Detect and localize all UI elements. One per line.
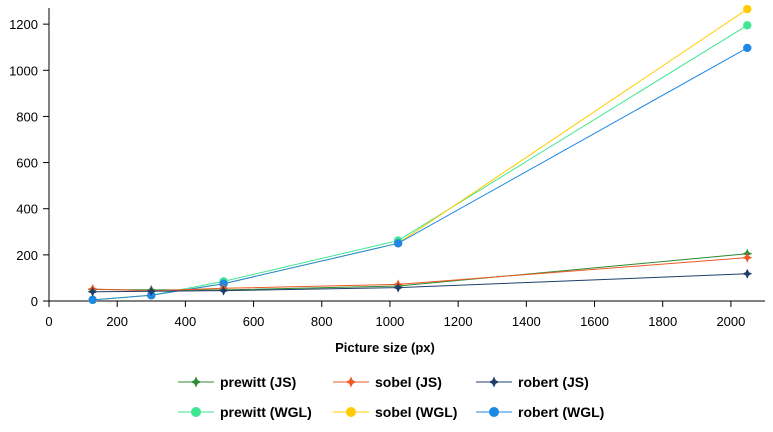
legend-label: sobel (JS)	[375, 374, 442, 390]
legend-marker-circle	[489, 407, 499, 417]
chart-axes: 0 200 400 600 800 1000 1200 1400 1600 1800 2000 0 20…	[9, 8, 765, 329]
y-tick-label: 400	[16, 202, 38, 217]
y-tick-label: 1000	[9, 63, 38, 78]
x-tick-label: 0	[45, 314, 52, 329]
x-tick-label: 800	[311, 314, 333, 329]
data-point	[742, 252, 753, 263]
legend-marker-circle	[346, 407, 356, 417]
x-axis-title: Picture size (px)	[335, 340, 435, 355]
legend-marker-circle	[191, 407, 201, 417]
data-point	[393, 239, 403, 248]
y-tick-label: 600	[16, 156, 38, 171]
series-prewitt-wgl	[88, 21, 752, 305]
x-tick-label: 600	[243, 314, 265, 329]
data-point	[88, 295, 97, 305]
series-line	[92, 24, 748, 301]
data-point	[146, 286, 157, 297]
legend-item: robert (JS)	[476, 374, 589, 390]
data-point	[742, 268, 753, 279]
series-sobel-wgl	[88, 4, 752, 305]
legend-item: sobel (JS)	[333, 374, 442, 390]
legend-label: prewitt (WGL)	[220, 404, 312, 420]
chart-series	[87, 4, 753, 305]
legend-label: robert (JS)	[518, 374, 589, 390]
legend-item: prewitt (WGL)	[178, 404, 312, 420]
y-tick-label: 200	[16, 248, 38, 263]
legend-marker-star	[488, 376, 500, 388]
y-tick-label: 1200	[9, 17, 38, 32]
legend-marker-star	[190, 376, 202, 388]
x-tick-label: 1400	[512, 314, 541, 329]
data-point	[393, 282, 404, 293]
x-tick-label: 1800	[648, 314, 677, 329]
legend-label: robert (WGL)	[518, 404, 604, 420]
series-robert-js	[87, 268, 753, 297]
legend-item: sobel (WGL)	[333, 404, 457, 420]
legend-label: prewitt (JS)	[220, 374, 296, 390]
x-tick-label: 2000	[716, 314, 745, 329]
x-tick-label: 1600	[580, 314, 609, 329]
data-point	[743, 43, 752, 53]
data-point	[743, 21, 752, 30]
legend-label: sobel (WGL)	[375, 404, 457, 420]
data-point	[87, 286, 98, 297]
chart-legend: prewitt (JS) sobel (JS) robert (JS) prewitt…	[178, 374, 604, 420]
x-tick-label: 1000	[375, 314, 404, 329]
legend-item: prewitt (JS)	[178, 374, 296, 390]
data-point	[218, 285, 229, 296]
data-point	[743, 4, 752, 14]
series-line	[92, 8, 748, 301]
series-sobel-js	[87, 252, 753, 296]
legend-marker-star	[345, 376, 357, 388]
x-tick-label: 400	[175, 314, 197, 329]
x-tick-label: 200	[106, 314, 128, 329]
series-line	[92, 253, 748, 291]
y-tick-label: 800	[16, 109, 38, 124]
legend-item: robert (WGL)	[476, 404, 604, 420]
x-tick-label: 1200	[444, 314, 473, 329]
y-tick-label: 0	[31, 294, 38, 309]
